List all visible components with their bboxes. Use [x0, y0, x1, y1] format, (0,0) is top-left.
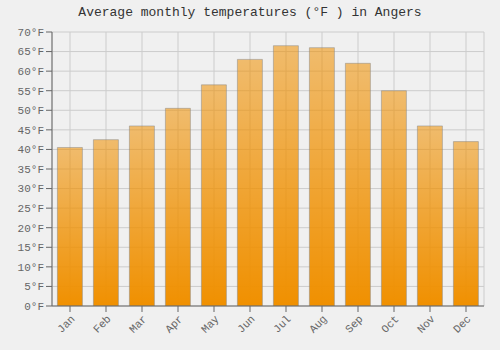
svg-text:30°F: 30°F [18, 183, 44, 195]
svg-text:Oct: Oct [379, 313, 401, 335]
svg-text:Jan: Jan [55, 313, 77, 335]
svg-text:40°F: 40°F [18, 144, 44, 156]
svg-text:50°F: 50°F [18, 105, 44, 117]
svg-text:55°F: 55°F [18, 86, 44, 98]
svg-text:Dec: Dec [451, 313, 473, 335]
svg-text:5°F: 5°F [24, 281, 44, 293]
svg-text:0°F: 0°F [24, 301, 44, 313]
svg-text:70°F: 70°F [18, 27, 44, 39]
svg-text:45°F: 45°F [18, 125, 44, 137]
svg-text:Feb: Feb [91, 313, 113, 335]
svg-text:25°F: 25°F [18, 203, 44, 215]
svg-text:65°F: 65°F [18, 46, 44, 58]
svg-text:Jul: Jul [271, 313, 293, 335]
svg-text:Nov: Nov [415, 313, 438, 336]
html-text:Average monthly temperatures (: Average monthly temperatures (°F ) in An… [78, 5, 422, 20]
svg-text:Apr: Apr [163, 313, 185, 335]
svg-text:Mar: Mar [127, 313, 149, 335]
svg-text:10°F: 10°F [18, 262, 44, 274]
svg-text:Sep: Sep [343, 313, 365, 335]
svg-text:Jun: Jun [235, 313, 257, 335]
svg-text:15°F: 15°F [18, 242, 44, 254]
svg-text:20°F: 20°F [18, 223, 44, 235]
svg-text:May: May [199, 313, 222, 336]
svg-text:35°F: 35°F [18, 164, 44, 176]
svg-text:Aug: Aug [307, 313, 329, 335]
svg-text:60°F: 60°F [18, 66, 44, 78]
